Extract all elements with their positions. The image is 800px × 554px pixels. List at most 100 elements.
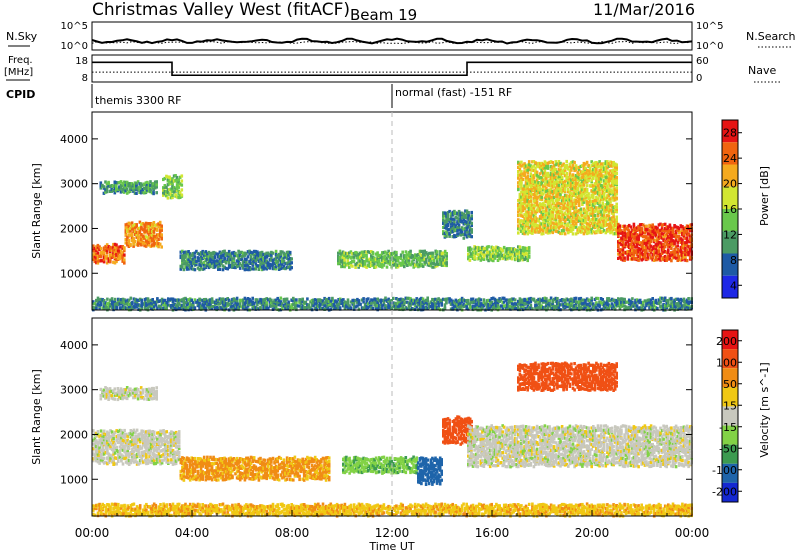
range-gate-cell: [473, 249, 476, 253]
range-gate-cell: [607, 176, 611, 180]
range-gate-cell: [274, 254, 278, 258]
range-gate-cell: [292, 307, 295, 311]
range-gate-cell: [598, 191, 601, 195]
range-gate-cell: [526, 232, 529, 236]
range-gate-cell: [543, 163, 547, 167]
range-gate-cell: [635, 253, 639, 257]
range-gate-cell: [537, 230, 540, 234]
range-gate-cell: [457, 228, 461, 232]
range-gate-cell: [279, 250, 283, 254]
range-gate-cell: [115, 246, 118, 250]
range-gate-cell: [563, 166, 567, 170]
range-gate-cell: [587, 169, 590, 173]
range-gate-cell: [123, 300, 126, 304]
range-gate-cell: [643, 225, 647, 229]
range-gate-cell: [354, 305, 358, 309]
range-gate-cell: [271, 301, 275, 305]
range-gate-cell: [524, 192, 528, 196]
range-gate-cell: [551, 217, 554, 221]
range-gate-cell: [184, 260, 187, 264]
range-gate-cell: [396, 298, 400, 302]
range-gate-cell: [352, 307, 356, 311]
range-gate-cell: [201, 267, 204, 271]
range-gate-cell: [340, 265, 343, 269]
range-gate-cell: [604, 185, 608, 190]
range-gate-cell: [565, 223, 568, 228]
range-gate-cell: [99, 253, 103, 257]
range-gate-cell: [481, 252, 484, 256]
range-gate-cell: [360, 298, 364, 302]
range-gate-cell: [568, 194, 572, 198]
range-gate-cell: [451, 223, 455, 227]
range-gate-cell: [677, 230, 681, 234]
range-gate-cell: [548, 196, 551, 201]
range-gate-cell: [531, 228, 534, 232]
range-gate-cell: [540, 206, 543, 210]
range-gate-cell: [545, 229, 548, 233]
range-gate-cell: [526, 186, 529, 190]
range-gate-cell: [602, 162, 606, 166]
range-gate-cell: [567, 207, 570, 211]
range-gate-cell: [593, 163, 597, 167]
range-gate-cell: [499, 247, 503, 251]
range-gate-cell: [581, 230, 584, 234]
range-gate-cell: [648, 253, 651, 257]
range-gate-cell: [155, 183, 158, 187]
range-gate-cell: [171, 186, 174, 190]
range-gate-cell: [395, 253, 398, 257]
range-gate-cell: [615, 220, 618, 224]
range-gate-cell: [537, 161, 540, 165]
range-gate-cell: [627, 239, 631, 243]
range-gate-cell: [110, 305, 114, 309]
range-gate-cell: [612, 223, 615, 228]
range-gate-cell: [135, 186, 138, 190]
range-gate-cell: [127, 190, 131, 194]
range-gate-cell: [387, 253, 390, 257]
range-gate-cell: [490, 245, 493, 249]
range-gate-cell: [612, 187, 615, 191]
range-gate-cell: [130, 184, 134, 188]
range-gate-cell: [143, 223, 146, 227]
range-gate-cell: [582, 224, 586, 228]
range-gate-cell: [113, 297, 117, 301]
range-gate-cell: [223, 259, 226, 263]
range-gate-cell: [571, 232, 575, 236]
range-gate-cell: [112, 300, 115, 304]
range-gate-cell: [377, 258, 381, 262]
range-gate-cell: [234, 254, 237, 258]
range-gate-cell: [646, 237, 650, 241]
range-gate-cell: [226, 297, 229, 301]
range-gate-cell: [193, 306, 197, 310]
range-gate-cell: [568, 227, 572, 232]
range-gate-cell: [281, 250, 284, 254]
range-gate-cell: [581, 175, 584, 179]
range-gate-cell: [338, 251, 342, 255]
range-gate-cell: [542, 188, 545, 192]
range-gate-cell: [688, 240, 692, 244]
range-gate-cell: [510, 247, 514, 251]
range-gate-cell: [570, 182, 573, 186]
range-gate-cell: [632, 236, 636, 240]
range-gate-cell: [534, 183, 537, 187]
range-gate-cell: [453, 212, 456, 216]
range-gate-cell: [218, 262, 222, 266]
range-gate-cell: [138, 182, 141, 186]
range-gate-cell: [409, 297, 412, 301]
range-gate-cell: [659, 256, 662, 260]
range-gate-cell: [513, 248, 517, 252]
range-gate-cell: [220, 300, 223, 305]
range-gate-cell: [568, 169, 572, 173]
range-gate-cell: [607, 222, 611, 226]
range-gate-cell: [468, 254, 472, 258]
range-gate-cell: [649, 224, 653, 228]
range-gate-cell: [552, 168, 556, 172]
range-gate-cell: [215, 306, 218, 310]
range-gate-cell: [112, 245, 115, 249]
range-gate-cell: [663, 258, 667, 262]
range-gate-cell: [135, 300, 139, 304]
range-gate-cell: [201, 298, 204, 303]
range-gate-cell: [92, 249, 95, 253]
range-gate-cell: [612, 163, 615, 167]
range-gate-cell: [116, 187, 120, 191]
range-gate-cell: [546, 205, 550, 209]
